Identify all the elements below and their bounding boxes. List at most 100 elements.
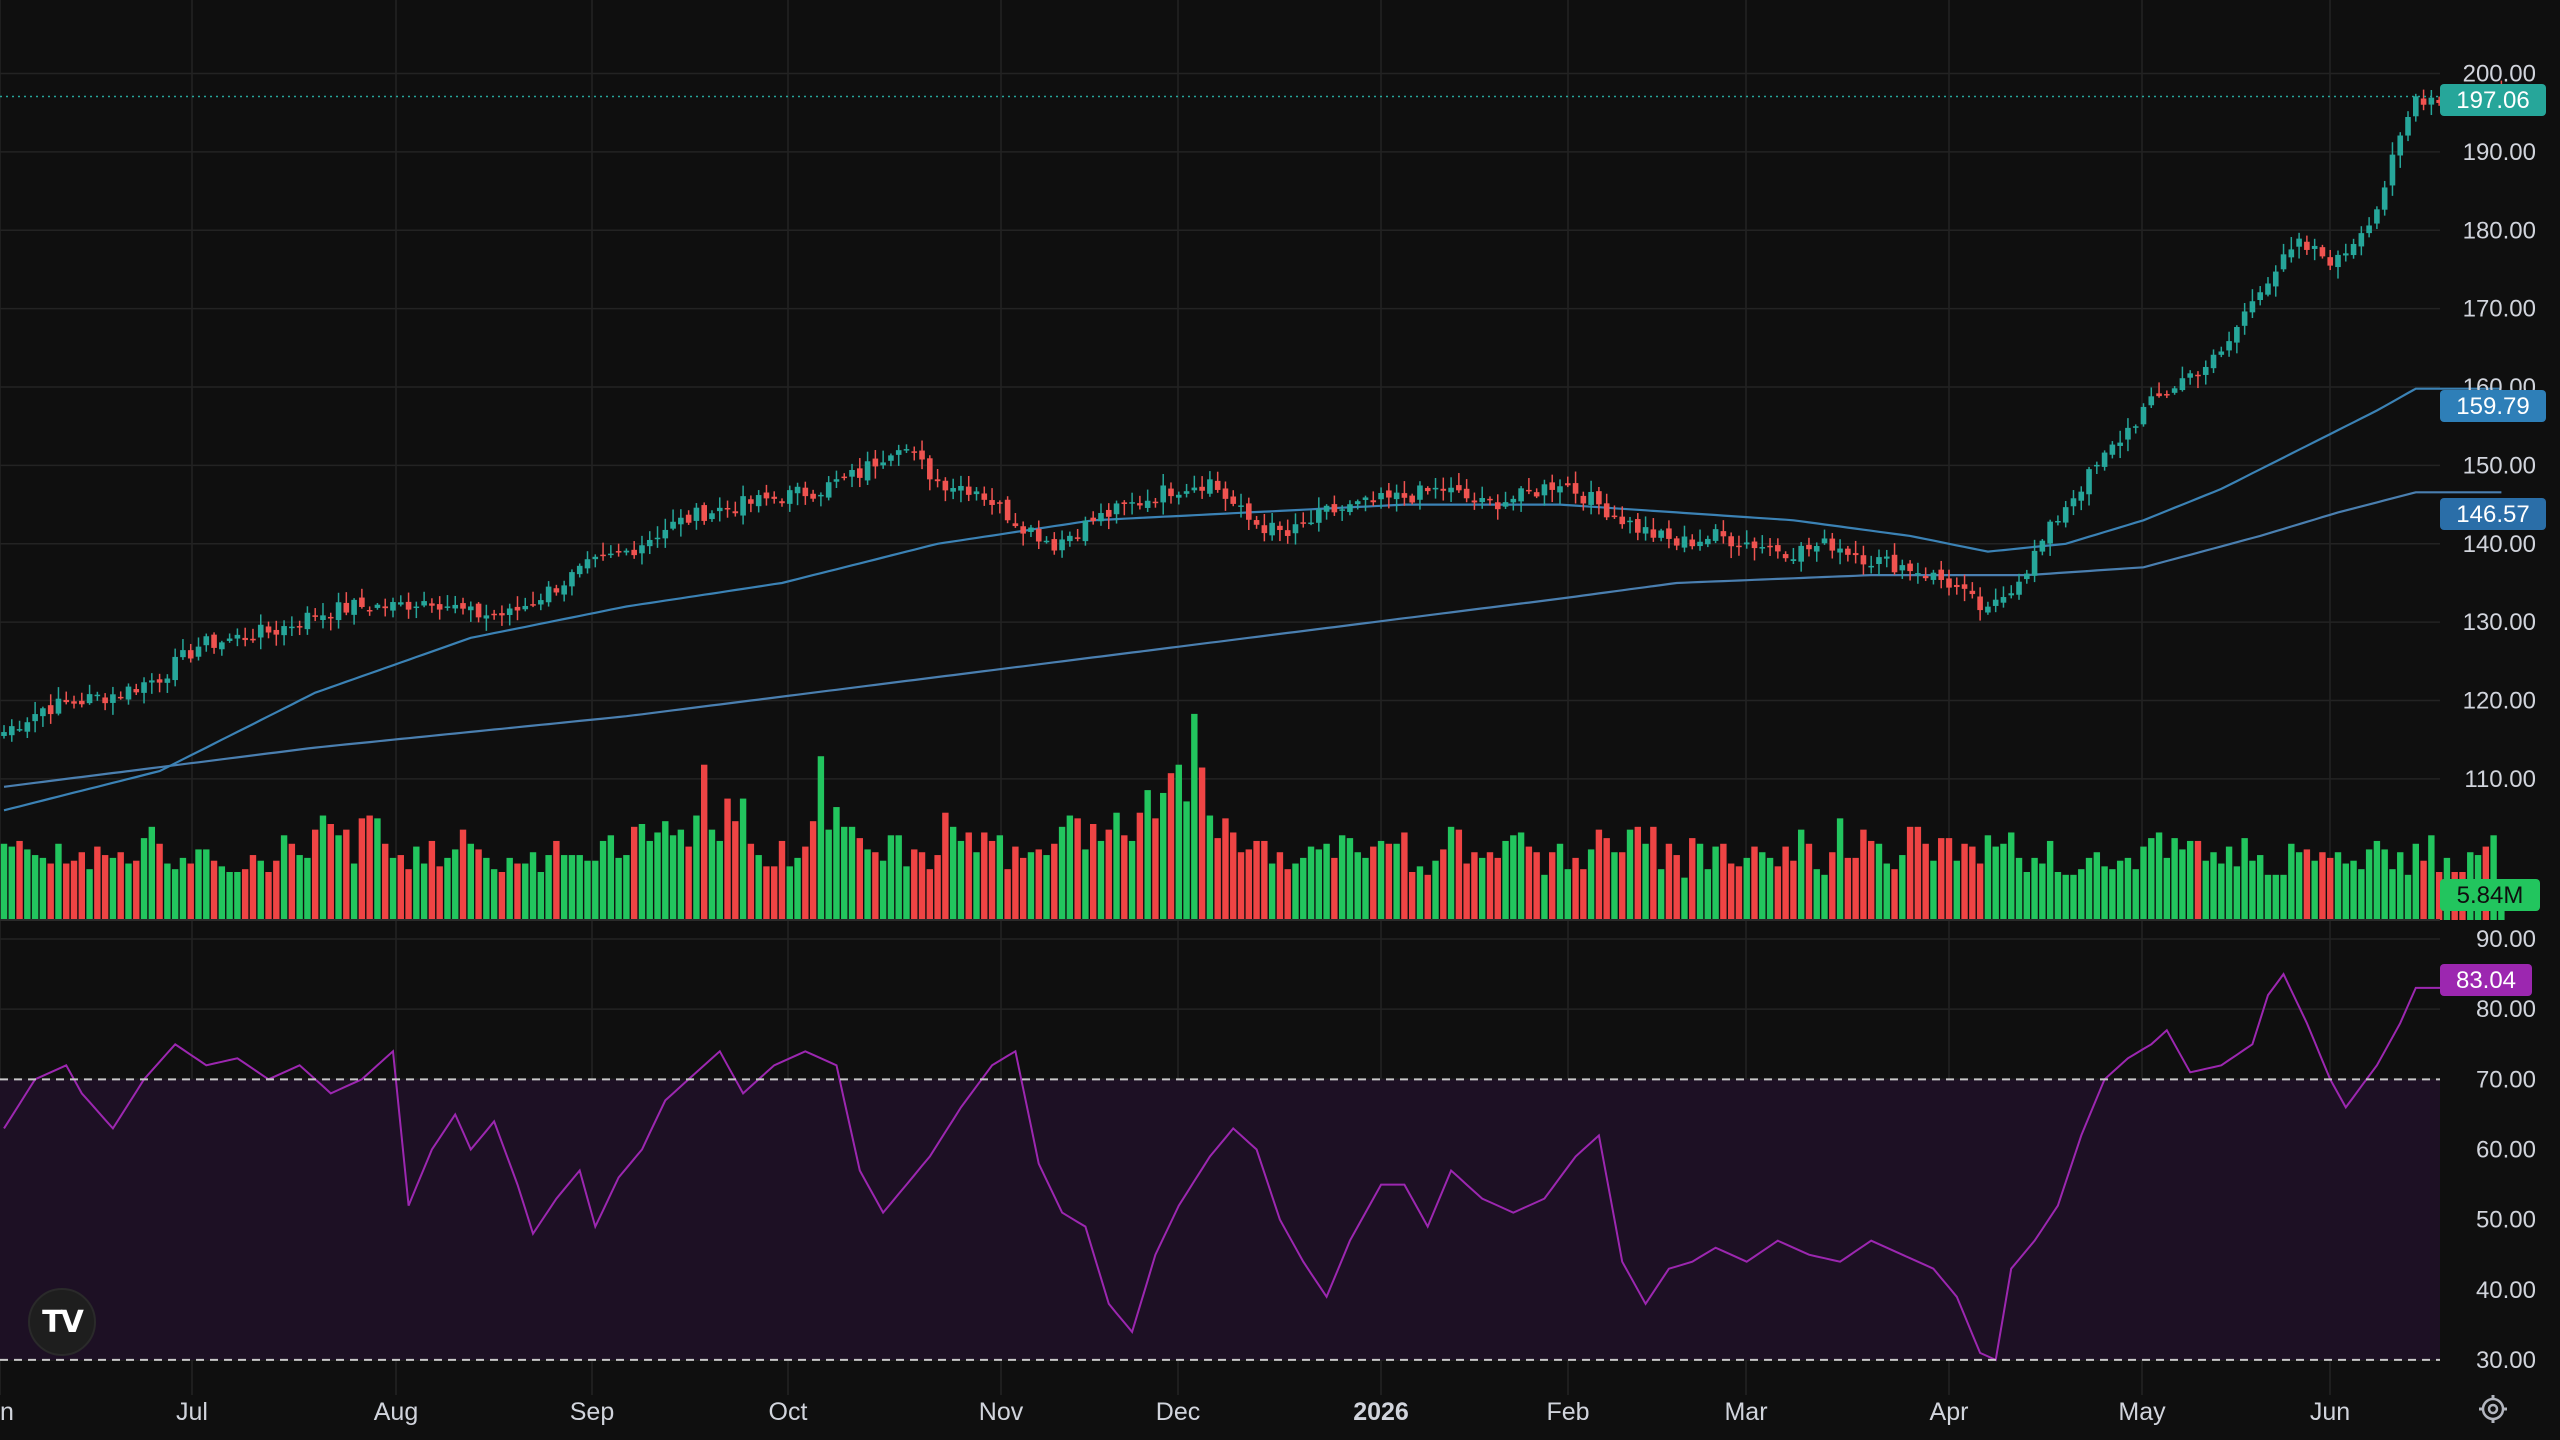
rsi-band [0, 1079, 2440, 1360]
candle [2280, 243, 2287, 272]
volume-bar [327, 824, 334, 920]
candle [273, 620, 280, 646]
volume-bar [2295, 852, 2303, 920]
gear-icon[interactable] [2478, 1394, 2508, 1424]
volume-bar [1790, 860, 1797, 920]
volume-bar [957, 840, 965, 920]
svg-text:197.06: 197.06 [2456, 87, 2529, 114]
volume-bar [70, 860, 78, 920]
candle [2125, 418, 2131, 452]
time-tick-label: Mar [1724, 1398, 1767, 1426]
candle [211, 632, 217, 654]
volume-bar [24, 849, 31, 920]
candle [1471, 492, 1478, 510]
candle [1300, 512, 1307, 528]
volume-bar [2264, 874, 2272, 920]
volume-bar [872, 852, 879, 920]
volume-bar [2257, 855, 2264, 920]
candle [1168, 482, 1174, 504]
volume-bar [879, 860, 887, 920]
volume-bar [1860, 829, 1867, 920]
candle [763, 484, 770, 506]
volume-bar [1074, 818, 1081, 920]
candle [2156, 382, 2162, 398]
candle [1129, 492, 1135, 515]
volume-bar [1043, 855, 1050, 920]
volume-bar [771, 866, 778, 920]
candle [615, 543, 622, 557]
volume-bar [2039, 863, 2046, 920]
volume-bar [1268, 863, 1276, 920]
rsi-axis[interactable]: 90.00 80.00 70.00 60.00 50.00 40.00 30.00 [2476, 926, 2536, 1374]
volume-bar [2272, 874, 2279, 920]
volume-bar [996, 835, 1004, 920]
volume-bar [724, 798, 731, 920]
time-axis[interactable]: un Jul Aug Sep Oct Nov Dec 2026 Feb Mar Apr May Jun [0, 1398, 2350, 1426]
candle [2164, 390, 2170, 399]
candle [888, 453, 894, 467]
candle [810, 489, 816, 502]
candle [2202, 360, 2209, 385]
candle [1985, 601, 1991, 615]
candle [2358, 226, 2365, 256]
candle [1160, 473, 1167, 515]
candle [538, 593, 544, 611]
candle [180, 639, 186, 660]
volume-bar [164, 863, 171, 920]
volume-bar [140, 838, 148, 920]
candle [530, 591, 536, 608]
volume-bar [1681, 877, 1688, 920]
candle [608, 545, 614, 558]
candle [1, 725, 7, 739]
volume-bar [1727, 863, 1735, 920]
volume-bar [2116, 860, 2124, 920]
volume-bar [1198, 767, 1206, 920]
candle [1666, 520, 1672, 549]
candle [1845, 545, 1851, 562]
volume-bar [529, 852, 537, 920]
volume-bar [1051, 843, 1058, 920]
volume-bar [2031, 857, 2038, 920]
volume-bar [187, 863, 194, 920]
candle [997, 500, 1003, 514]
volume-bar [1206, 815, 1214, 920]
candle [2241, 302, 2248, 335]
time-tick-label: Aug [374, 1398, 418, 1426]
volume-bar [568, 855, 576, 920]
volume-bar [1587, 849, 1595, 920]
volume-bar [1704, 869, 1712, 920]
tradingview-logo-icon[interactable]: TV [28, 1288, 96, 1356]
volume-bar [296, 855, 303, 920]
candle [335, 592, 342, 629]
candle [1961, 574, 1968, 602]
volume-bar [1408, 872, 1416, 920]
candle [2296, 232, 2302, 259]
candle [1580, 491, 1587, 511]
volume-bar [522, 863, 529, 920]
rsi-tick-label: 40.00 [2476, 1277, 2536, 1304]
rsi-path [3, 972, 2502, 1362]
candle [1323, 504, 1330, 520]
candle [1549, 474, 1556, 503]
volume-bar [560, 855, 568, 920]
candle [2024, 569, 2030, 584]
candle [1650, 518, 1657, 542]
volume-bar [2054, 872, 2062, 920]
candle [390, 597, 396, 618]
candle [491, 609, 497, 620]
volume-bar [1323, 843, 1330, 920]
candle [1603, 493, 1610, 521]
volume-bar [1673, 855, 1680, 920]
volume-bar [1479, 857, 1486, 920]
candle [1456, 473, 1462, 493]
candle [1261, 513, 1268, 542]
volume-bar [1167, 773, 1175, 920]
volume-bar [654, 832, 661, 920]
candle [880, 450, 886, 469]
volume-bar [1875, 843, 1883, 920]
volume-bar [273, 860, 280, 920]
volume-bar [1634, 826, 1641, 920]
volume-bar [1440, 849, 1447, 920]
candle [927, 455, 933, 491]
